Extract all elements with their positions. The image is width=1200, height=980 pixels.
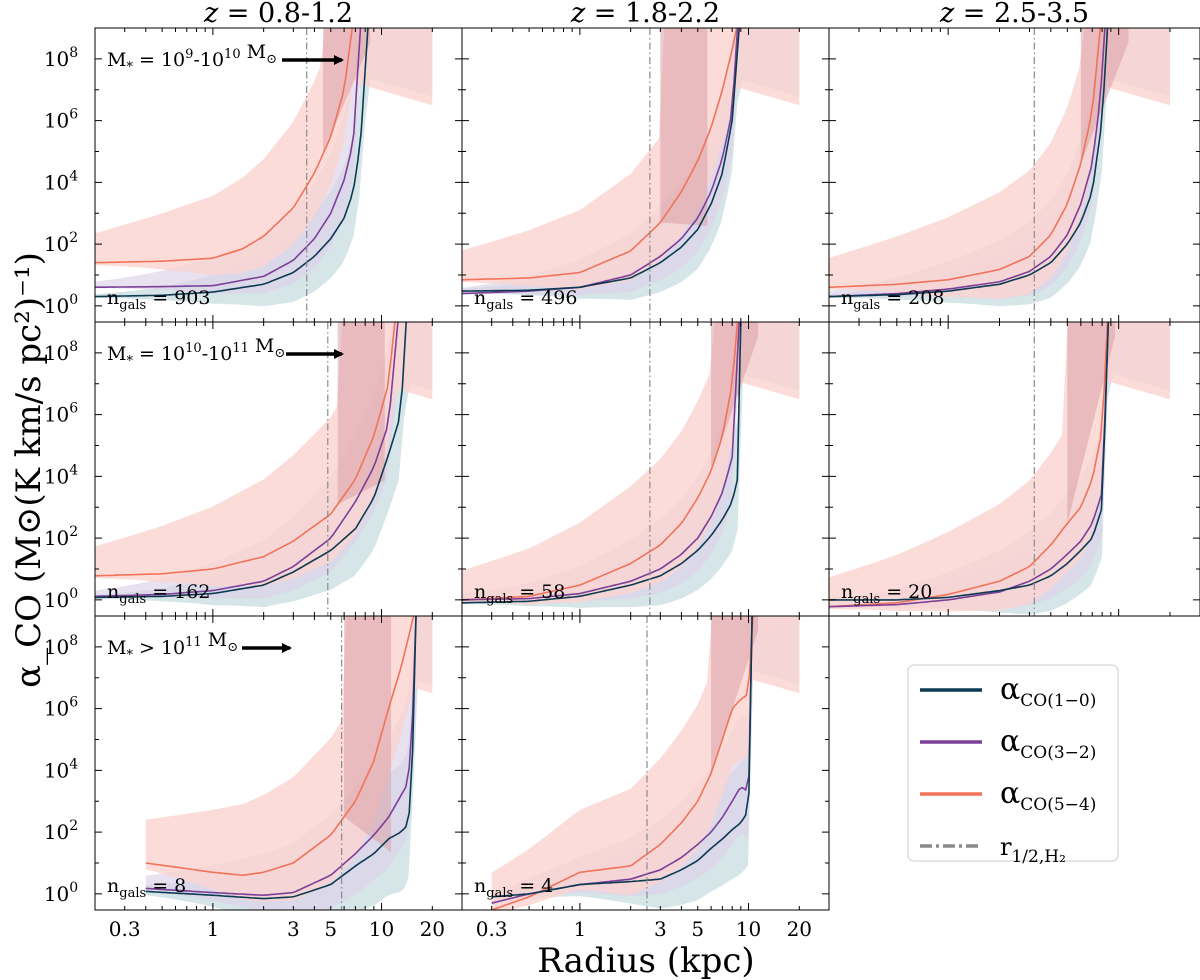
panel-r0-c1: ngals = 496 (461, 27, 830, 323)
x-tick-label: 10 (736, 917, 761, 941)
y-tick-label: 106 (44, 107, 78, 133)
panel-r1-c1: ngals = 58 (461, 321, 830, 617)
line-co10 (829, 322, 1110, 601)
x-tick-label: 3 (287, 917, 300, 941)
panel-r0-c2: ngals = 208 (828, 27, 1200, 323)
line-co32 (829, 322, 1110, 608)
line-co10 (95, 322, 407, 599)
y-tick-label: 100 (44, 880, 78, 906)
mass-bin-label-row2: M* > 1011 M⊙ (107, 629, 292, 663)
plot-area (491, 616, 800, 910)
x-tick-label: 5 (324, 917, 337, 941)
band-co10 (95, 28, 433, 307)
band-co54-upper (344, 616, 392, 853)
titles-layer: z = 0.8-1.2 z = 1.8-2.2 z = 2.5-3.5 Radius … (9, 0, 1089, 980)
band-co10 (462, 28, 800, 300)
y-tick-label: 108 (44, 45, 78, 71)
band-co54-upper (1067, 322, 1115, 524)
x-tick-label: 20 (420, 917, 445, 941)
mass-bin-text: M* = 109-1010 M⊙ (107, 41, 277, 75)
plot-area (462, 28, 800, 322)
line-co10 (145, 616, 417, 900)
panel-frame (828, 321, 1200, 617)
line-co10 (462, 28, 740, 292)
x-tick-label: 1 (574, 917, 587, 941)
line-co54 (462, 28, 738, 281)
x-tick-label: 10 (369, 917, 394, 941)
ngals-label: ngals = 162 (107, 581, 210, 607)
plot-area (829, 28, 1170, 322)
y-tick-label: 104 (44, 168, 78, 194)
band-co10 (829, 28, 1170, 307)
plot-area (462, 322, 800, 616)
x-tick-label: 20 (787, 917, 812, 941)
line-co54 (95, 28, 353, 264)
band-co32 (491, 616, 800, 905)
band-co54-upper (660, 28, 708, 226)
legend: αCO(1−0)αCO(3−2)αCO(5−4)r1/2,H₂ (907, 664, 1119, 867)
line-co54 (829, 28, 1102, 289)
legend-box (907, 664, 1119, 862)
line-co32 (95, 28, 362, 289)
band-co54-upper (1080, 28, 1129, 164)
panel-frame (461, 615, 830, 911)
mass-bin-label-row1: M* = 1010-1011 M⊙ (107, 335, 344, 369)
x-axis-title: Radius (kpc) (537, 941, 754, 980)
column-title: z = 0.8-1.2 (203, 0, 353, 29)
line-co32 (462, 28, 739, 295)
mass-bin-text: M* > 1011 M⊙ (107, 629, 238, 663)
x-tick-label: 1 (207, 917, 220, 941)
line-co10 (462, 322, 742, 604)
band-co54 (462, 28, 800, 290)
plot-area (95, 322, 433, 616)
band-co54-upper (337, 322, 385, 505)
plot-area (829, 322, 1170, 616)
line-co54 (829, 322, 1109, 608)
line-co10 (95, 28, 369, 298)
line-co54 (462, 322, 739, 601)
y-tick-label: 102 (44, 818, 78, 844)
band-co54 (491, 616, 800, 910)
line-co54 (491, 616, 754, 910)
y-tick-label: 106 (44, 695, 78, 721)
ngals-label: ngals = 903 (107, 287, 210, 313)
column-title: z = 1.8-2.2 (570, 0, 720, 29)
legend-label-rhalf: r1/2,H₂ (1000, 833, 1066, 867)
band-co54 (829, 322, 1170, 612)
line-co32 (95, 322, 399, 598)
plot-area (145, 616, 433, 910)
line-co32 (462, 322, 740, 601)
line-co54 (145, 616, 415, 877)
plot-area (95, 28, 433, 322)
x-tick-label: 5 (691, 917, 704, 941)
panel-r1-c2: ngals = 20 (828, 321, 1200, 617)
line-co10 (491, 616, 753, 898)
y-tick-label: 104 (44, 756, 78, 782)
y-axis-title: α_CO (M⊙(K km/s pc²)⁻¹) (9, 252, 49, 688)
band-co32 (462, 322, 800, 602)
x-tick-label: 0.3 (476, 917, 508, 941)
band-co54-upper (711, 616, 759, 774)
column-title: z = 2.5-3.5 (939, 0, 1089, 29)
mass-bin-text: M* = 1010-1011 M⊙ (107, 335, 285, 369)
x-tick-label: 0.3 (109, 917, 141, 941)
panels-layer: 100 102 104 106 108 ngals = 903 ngals = 496 nga… (44, 27, 1200, 941)
band-co54 (462, 322, 800, 605)
line-co32 (145, 616, 417, 897)
line-co54 (95, 322, 396, 577)
ngals-label: ngals = 496 (474, 287, 577, 313)
line-co10 (829, 28, 1109, 298)
ngals-label: ngals = 20 (841, 581, 932, 607)
band-co54 (829, 28, 1170, 299)
x-tick-label: 3 (654, 917, 667, 941)
